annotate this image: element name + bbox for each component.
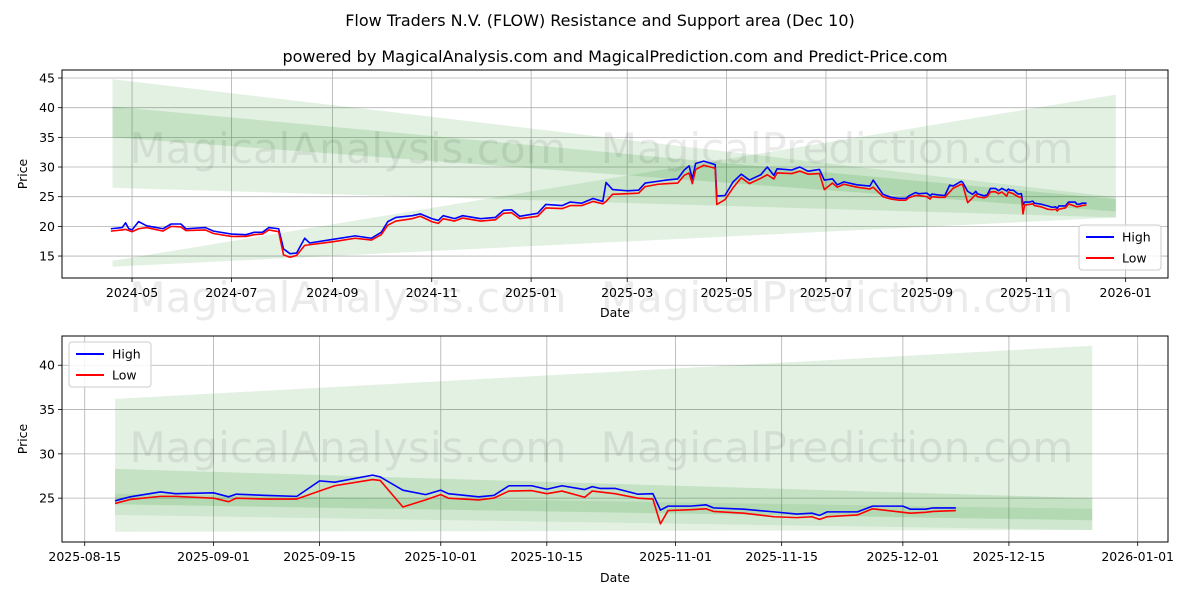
x-tick-label: 2025-05 [700,285,752,300]
y-tick-label: 25 [39,491,55,506]
x-tick-label: 2025-10-15 [510,549,583,564]
x-axis-label: Date [600,570,630,585]
y-tick-label: 45 [39,71,55,86]
y-tick-label: 25 [39,189,55,204]
band-support [112,94,1116,267]
watermark: MagicalPrediction.com [601,423,1074,472]
y-tick-label: 30 [39,160,55,175]
bottom-plot: 2025-08-15 2025-09-01 2025-09-15 2025-10-01… [15,335,1174,585]
y-tick-label: 35 [39,402,55,417]
top-plot: 2024-05 2024-07 2024-09 2024-11 2025-01 2025-… [15,69,1169,322]
x-tick-label: 2025-03 [601,285,653,300]
x-tick-label: 2025-12-15 [973,549,1046,564]
y-tick-label: 30 [39,446,55,461]
legend-high-label: High [112,347,141,362]
x-tick-label: 2025-09 [901,285,953,300]
y-axis-label: Price [15,158,30,189]
x-axis-label: Date [600,305,630,320]
low-line [110,164,1087,259]
x-tick-label: 2025-07 [800,285,852,300]
x-tick-label: 2024-11 [406,285,458,300]
x-tick-label: 2026-01-01 [1101,549,1174,564]
plot-frame [61,69,1169,279]
low-line [114,478,956,525]
x-tick-label: 2025-01 [505,285,557,300]
x-tick-label: 2024-05 [106,285,158,300]
y-tick-label: 40 [39,100,55,115]
x-tick-label: 2024-09 [306,285,358,300]
band-resistance-outer [112,79,1116,218]
high-line [110,160,1087,255]
x-tick-label: 2025-08-15 [48,549,121,564]
x-tick-label: 2025-09-15 [283,549,356,564]
watermark: MagicalAnalysis.com [130,124,567,173]
watermark: MagicalAnalysis.com [130,423,567,472]
y-tick-label: 20 [39,219,55,234]
legend: High Low [1078,224,1162,271]
chart-subtitle: powered by MagicalAnalysis.com and Magic… [282,47,947,66]
series [114,474,956,525]
plot-frame [61,335,1169,543]
x-tick-label: 2025-11-01 [639,549,712,564]
chart-title: Flow Traders N.V. (FLOW) Resistance and … [345,11,855,30]
legend-high-label: High [1122,230,1151,245]
band-support-wide [115,345,1093,532]
x-tick-label: 2024-07 [205,285,257,300]
series [110,160,1087,259]
watermark: MagicalPrediction.com [601,124,1074,173]
x-tick-label: 2025-12-01 [867,549,940,564]
y-tick-label: 40 [39,358,55,373]
y-tick-label: 35 [39,130,55,145]
x-tick-label: 2025-09-01 [177,549,250,564]
y-axis-label: Price [15,423,30,454]
legend-low-label: Low [112,368,137,383]
x-tick-label: 2026-01 [1100,285,1152,300]
watermark: MagicalPrediction.com [601,273,1074,322]
x-tick-label: 2025-11-15 [745,549,818,564]
legend-low-label: Low [1122,251,1147,266]
high-line [114,474,956,517]
watermark: MagicalAnalysis.com [130,273,567,322]
band-resistance-core [115,493,1093,531]
y-tick-label: 15 [39,249,55,264]
legend: High Low [68,341,152,388]
x-tick-label: 2025-11 [1000,285,1052,300]
x-tick-label: 2025-10-01 [404,549,477,564]
